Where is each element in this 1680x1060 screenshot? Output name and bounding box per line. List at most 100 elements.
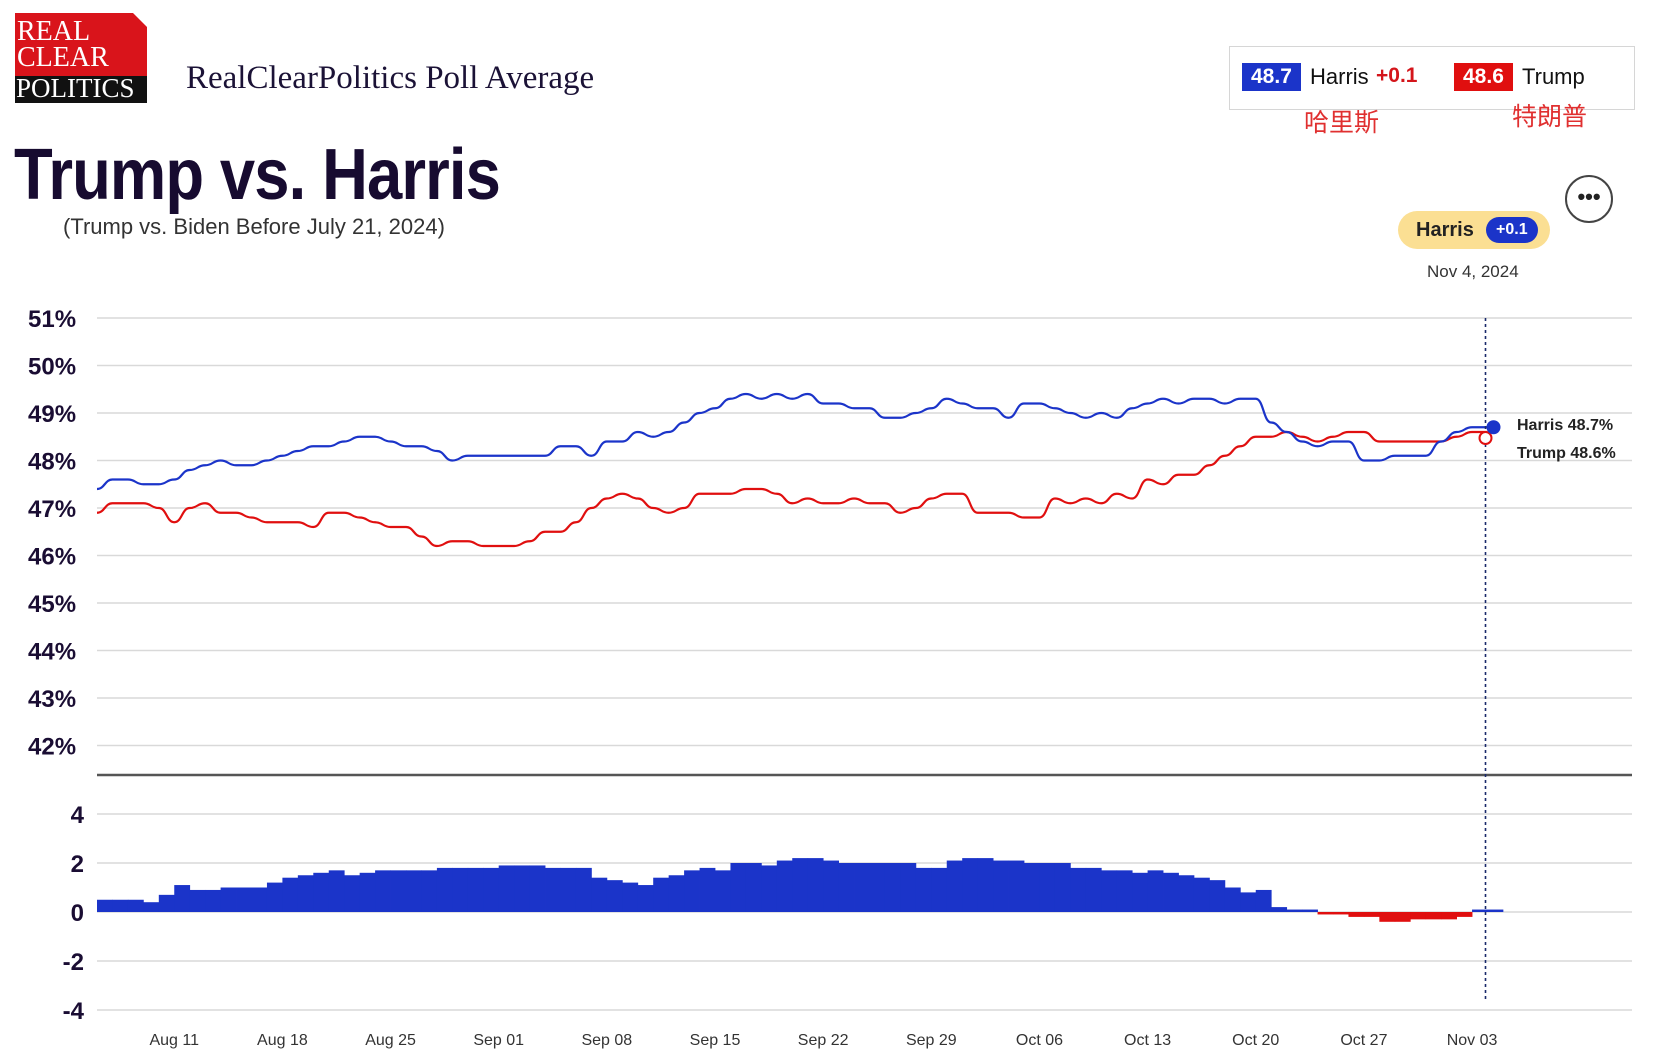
- spread-bar: [421, 870, 438, 912]
- spread-bar: [467, 867, 484, 912]
- y-tick-label: 46%: [28, 544, 76, 571]
- spread-bar: [993, 860, 1009, 912]
- y-tick-label: 48%: [28, 449, 76, 476]
- spread-bar: [807, 858, 824, 912]
- trump-value-badge: 48.6: [1454, 63, 1513, 91]
- spread-bar: [1193, 877, 1210, 912]
- spread-bar: [606, 880, 623, 912]
- spread-bar: [637, 885, 654, 912]
- harris-end-label: Harris 48.7%: [1517, 417, 1613, 434]
- spread-bar: [1101, 870, 1118, 912]
- y-tick-label: 47%: [28, 496, 76, 523]
- spread-bar: [977, 858, 994, 912]
- spread-bar: [1363, 912, 1380, 917]
- spread-bar: [220, 887, 237, 912]
- spread-bar: [97, 899, 113, 912]
- spread-bar: [1348, 912, 1365, 917]
- x-tick-label: Aug 25: [365, 1032, 416, 1049]
- harris-value-badge: 48.7: [1242, 63, 1301, 91]
- y-tick-label: 50%: [28, 354, 76, 381]
- spread-bar: [622, 882, 639, 912]
- trump-marker: [1478, 431, 1493, 445]
- x-tick-label: Oct 13: [1124, 1032, 1171, 1049]
- spread-bar: [761, 865, 778, 912]
- x-tick-label: Sep 15: [690, 1032, 741, 1049]
- x-tick-label: Oct 20: [1232, 1032, 1279, 1049]
- logo-line-2: CLEAR: [17, 42, 109, 73]
- spread-bar: [1410, 912, 1427, 920]
- y-tick-label: 44%: [28, 639, 76, 666]
- leader-delta: +0.1: [1486, 217, 1538, 243]
- spread-bar: [1163, 872, 1179, 912]
- spread-bar: [1070, 867, 1087, 912]
- spread-bar: [962, 858, 979, 912]
- harris-legend-delta: +0.1: [1376, 64, 1418, 87]
- page-subtitle: (Trump vs. Biden Before July 21, 2024): [63, 214, 445, 239]
- spread-bar: [1024, 863, 1040, 912]
- spread-bar: [359, 872, 376, 912]
- spread-bar: [390, 870, 407, 912]
- x-tick-label: Oct 27: [1340, 1032, 1387, 1049]
- spread-bar: [1302, 909, 1318, 912]
- more-dots-icon[interactable]: •••: [1565, 175, 1613, 223]
- spread-bar: [823, 860, 839, 912]
- spread-bar: [854, 863, 870, 912]
- spread-bar: [900, 863, 917, 912]
- x-tick-label: Oct 06: [1016, 1032, 1063, 1049]
- harris-marker: [1486, 420, 1501, 435]
- spread-bar: [1379, 912, 1396, 922]
- harris-series-line[interactable]: [96, 392, 1488, 491]
- spread-bar: [1240, 892, 1257, 912]
- spread-bar: [1132, 872, 1148, 912]
- spread-bar: [498, 865, 515, 912]
- spread-bar: [931, 867, 948, 912]
- spread-bar: [946, 860, 963, 912]
- spread-bar: [205, 889, 221, 912]
- spread-bar: [1425, 912, 1442, 920]
- spread-bar: [1441, 912, 1457, 920]
- leader-name: Harris: [1416, 219, 1474, 241]
- x-tick-label: Sep 22: [798, 1032, 849, 1049]
- y-tick-label: 51%: [28, 306, 76, 333]
- spread-bar: [1333, 912, 1349, 915]
- spread-bar: [375, 870, 391, 912]
- spread-bar: [1456, 912, 1473, 917]
- spread-bar: [514, 865, 530, 912]
- trump-legend-name: Trump: [1522, 64, 1585, 89]
- spread-bar: [174, 885, 191, 912]
- spread-bar: [189, 889, 206, 912]
- rcp-logo[interactable]: REAL CLEAR POLITICS: [15, 13, 147, 103]
- spread-bar: [112, 899, 129, 912]
- spread-bar: [730, 863, 747, 912]
- spread-tick-label: 4: [71, 802, 85, 829]
- spread-bar: [1394, 912, 1411, 922]
- x-tick-label: Nov 03: [1447, 1032, 1498, 1049]
- spread-bar: [143, 902, 160, 912]
- spread-bar: [684, 870, 700, 912]
- spread-bar: [251, 887, 268, 912]
- spread-bar: [1116, 870, 1133, 912]
- spread-bar: [591, 877, 608, 912]
- spread-bar: [127, 899, 144, 912]
- harris-legend-name: Harris: [1310, 64, 1369, 89]
- x-tick-label: Aug 11: [149, 1032, 199, 1049]
- spread-bar: [158, 894, 175, 912]
- logo-line-1: REAL: [17, 16, 90, 47]
- spread-bar: [1271, 907, 1288, 912]
- page-title: Trump vs. Harris: [14, 135, 501, 215]
- legend-box: 48.7 Harris +0.1 48.6 Trump: [1229, 46, 1635, 110]
- spread-bar: [266, 882, 283, 912]
- spread-bar: [884, 863, 901, 912]
- spread-bar: [1054, 863, 1071, 912]
- y-tick-label: 42%: [28, 734, 76, 761]
- spread-bar: [1286, 909, 1303, 912]
- spread-bar: [745, 863, 762, 912]
- spread-bar: [699, 867, 716, 912]
- spread-bar: [715, 870, 731, 912]
- trump-end-label: Trump 48.6%: [1517, 445, 1616, 462]
- spread-bar: [282, 877, 299, 912]
- trump-series-line[interactable]: [96, 430, 1488, 548]
- x-tick-label: Sep 01: [473, 1032, 524, 1049]
- x-tick-label: Aug 18: [257, 1032, 308, 1049]
